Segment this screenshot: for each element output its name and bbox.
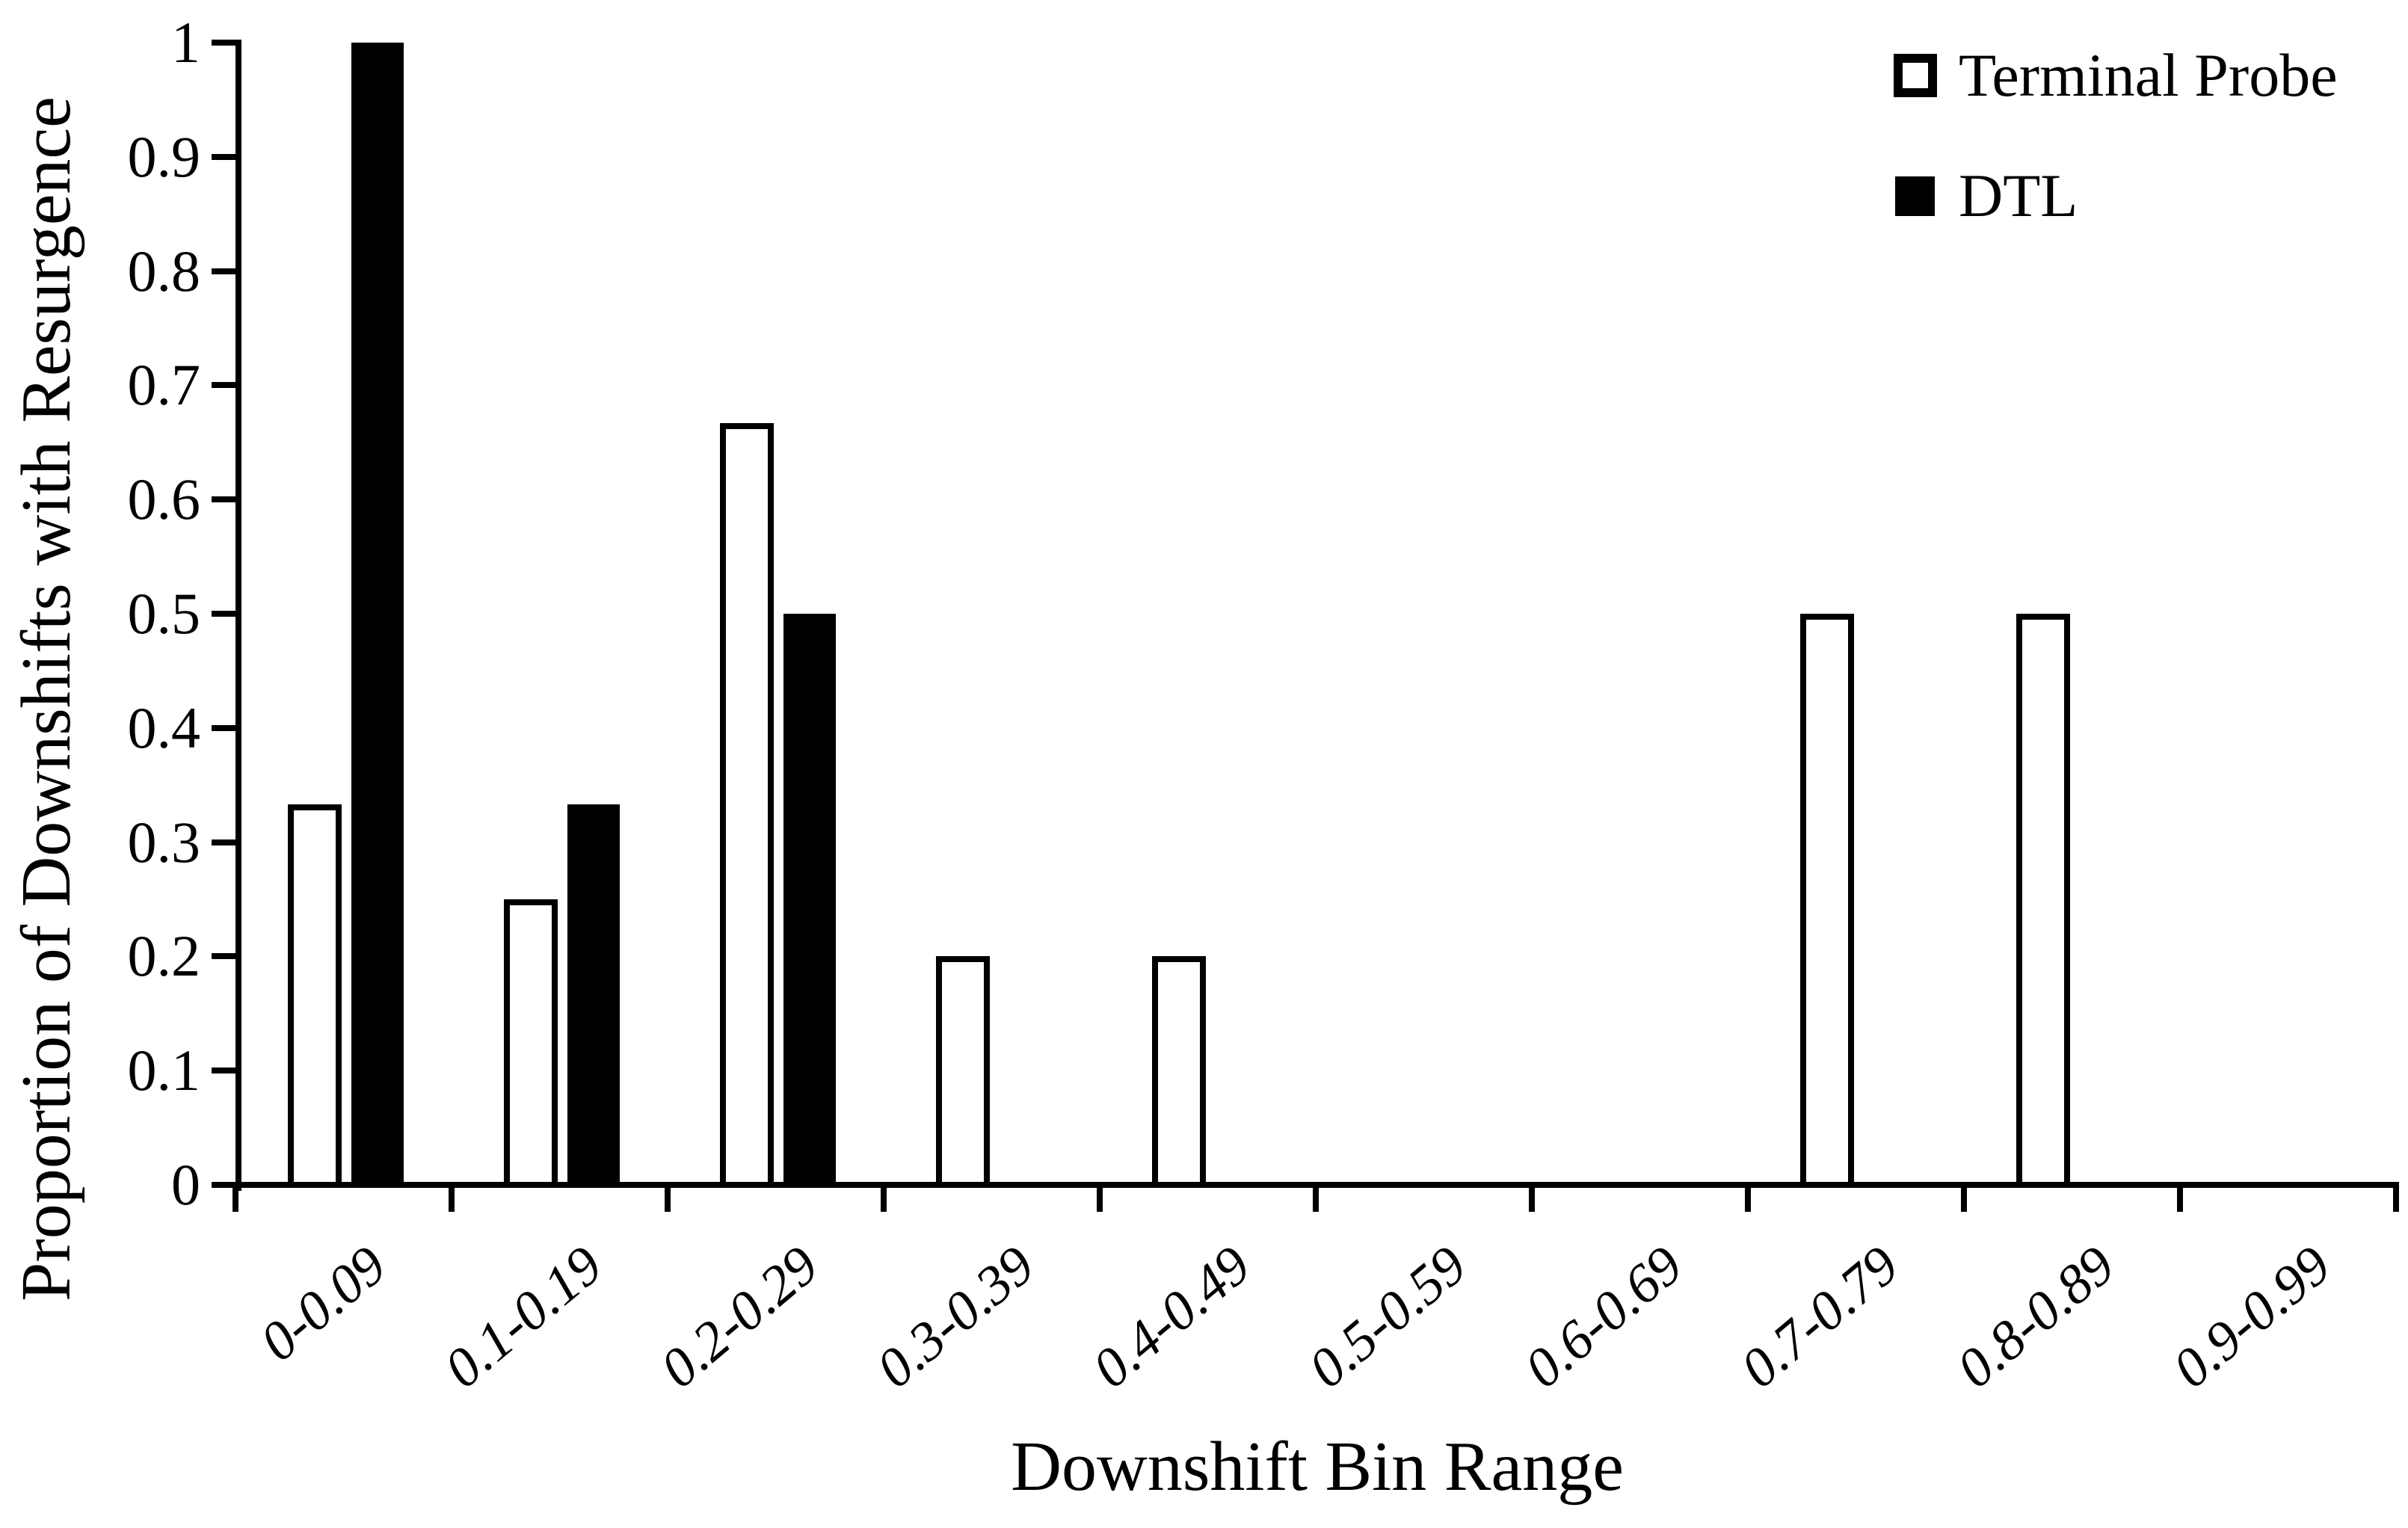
legend-label-terminal-probe: Terminal Probe — [1959, 41, 2338, 109]
bar-terminal-probe-0-0.09 — [288, 804, 342, 1188]
y-tick-label: 0.8 — [127, 238, 201, 304]
y-tick — [212, 382, 235, 389]
y-tick — [212, 724, 235, 731]
x-tick — [1529, 1182, 1535, 1212]
y-tick-label: 0 — [171, 1152, 200, 1217]
bar-terminal-probe-0.3-0.39 — [936, 956, 990, 1188]
x-tick — [1097, 1182, 1103, 1212]
x-tick-label: 0.8-0.89 — [1944, 1234, 2126, 1400]
bar-dtl-0.2-0.29 — [783, 614, 836, 1188]
y-tick-label: 0.5 — [127, 581, 201, 646]
legend-swatch-dtl — [1895, 176, 1935, 216]
x-tick-label: 0.7-0.79 — [1728, 1234, 1910, 1400]
bar-terminal-probe-0.2-0.29 — [720, 423, 774, 1188]
x-tick-label: 0.1-0.19 — [432, 1234, 614, 1400]
y-tick-label: 1 — [171, 10, 200, 75]
y-tick-label: 0.3 — [127, 809, 201, 875]
x-tick — [2393, 1182, 2399, 1212]
y-tick — [212, 153, 235, 160]
x-tick — [1313, 1182, 1319, 1212]
bar-dtl-0-0.09 — [351, 43, 404, 1188]
x-tick-label: 0.5-0.59 — [1296, 1234, 1478, 1400]
x-tick — [1961, 1182, 1967, 1212]
x-tick — [1745, 1182, 1751, 1212]
x-tick — [449, 1182, 455, 1212]
legend-label-dtl: DTL — [1959, 161, 2078, 229]
y-tick — [212, 611, 235, 617]
y-axis-line — [235, 40, 241, 1191]
y-tick — [212, 953, 235, 960]
x-tick — [665, 1182, 671, 1212]
y-tick — [212, 1068, 235, 1074]
x-tick — [881, 1182, 887, 1212]
x-tick-label: 0.9-0.99 — [2161, 1234, 2342, 1400]
y-tick — [212, 496, 235, 503]
y-tick — [212, 1182, 235, 1188]
y-tick-label: 0.6 — [127, 466, 201, 532]
bar-terminal-probe-0.1-0.19 — [504, 899, 558, 1188]
bar-terminal-probe-0.8-0.89 — [2016, 614, 2070, 1188]
bar-dtl-0.1-0.19 — [567, 804, 620, 1188]
x-tick-label: 0.6-0.69 — [1512, 1234, 1694, 1400]
y-tick — [212, 268, 235, 274]
bar-terminal-probe-0.4-0.49 — [1152, 956, 1206, 1188]
x-tick-label: 0.3-0.39 — [864, 1234, 1046, 1400]
y-tick-label: 0.2 — [127, 923, 201, 989]
x-tick-label: 0.4-0.49 — [1080, 1234, 1262, 1400]
x-tick-label: 0-0.09 — [248, 1234, 398, 1373]
x-tick — [233, 1182, 238, 1212]
x-tick — [2177, 1182, 2183, 1212]
y-tick — [212, 40, 235, 46]
y-tick-label: 0.9 — [127, 123, 201, 189]
y-tick-label: 0.1 — [127, 1038, 201, 1103]
y-tick-label: 0.7 — [127, 352, 201, 418]
legend-swatch-terminal-probe — [1894, 54, 1937, 97]
y-tick — [212, 839, 235, 845]
bar-terminal-probe-0.7-0.79 — [1800, 614, 1854, 1188]
y-tick-label: 0.4 — [127, 694, 201, 760]
x-axis-title: Downshift Bin Range — [1011, 1428, 1624, 1506]
x-tick-label: 0.2-0.29 — [648, 1234, 830, 1400]
